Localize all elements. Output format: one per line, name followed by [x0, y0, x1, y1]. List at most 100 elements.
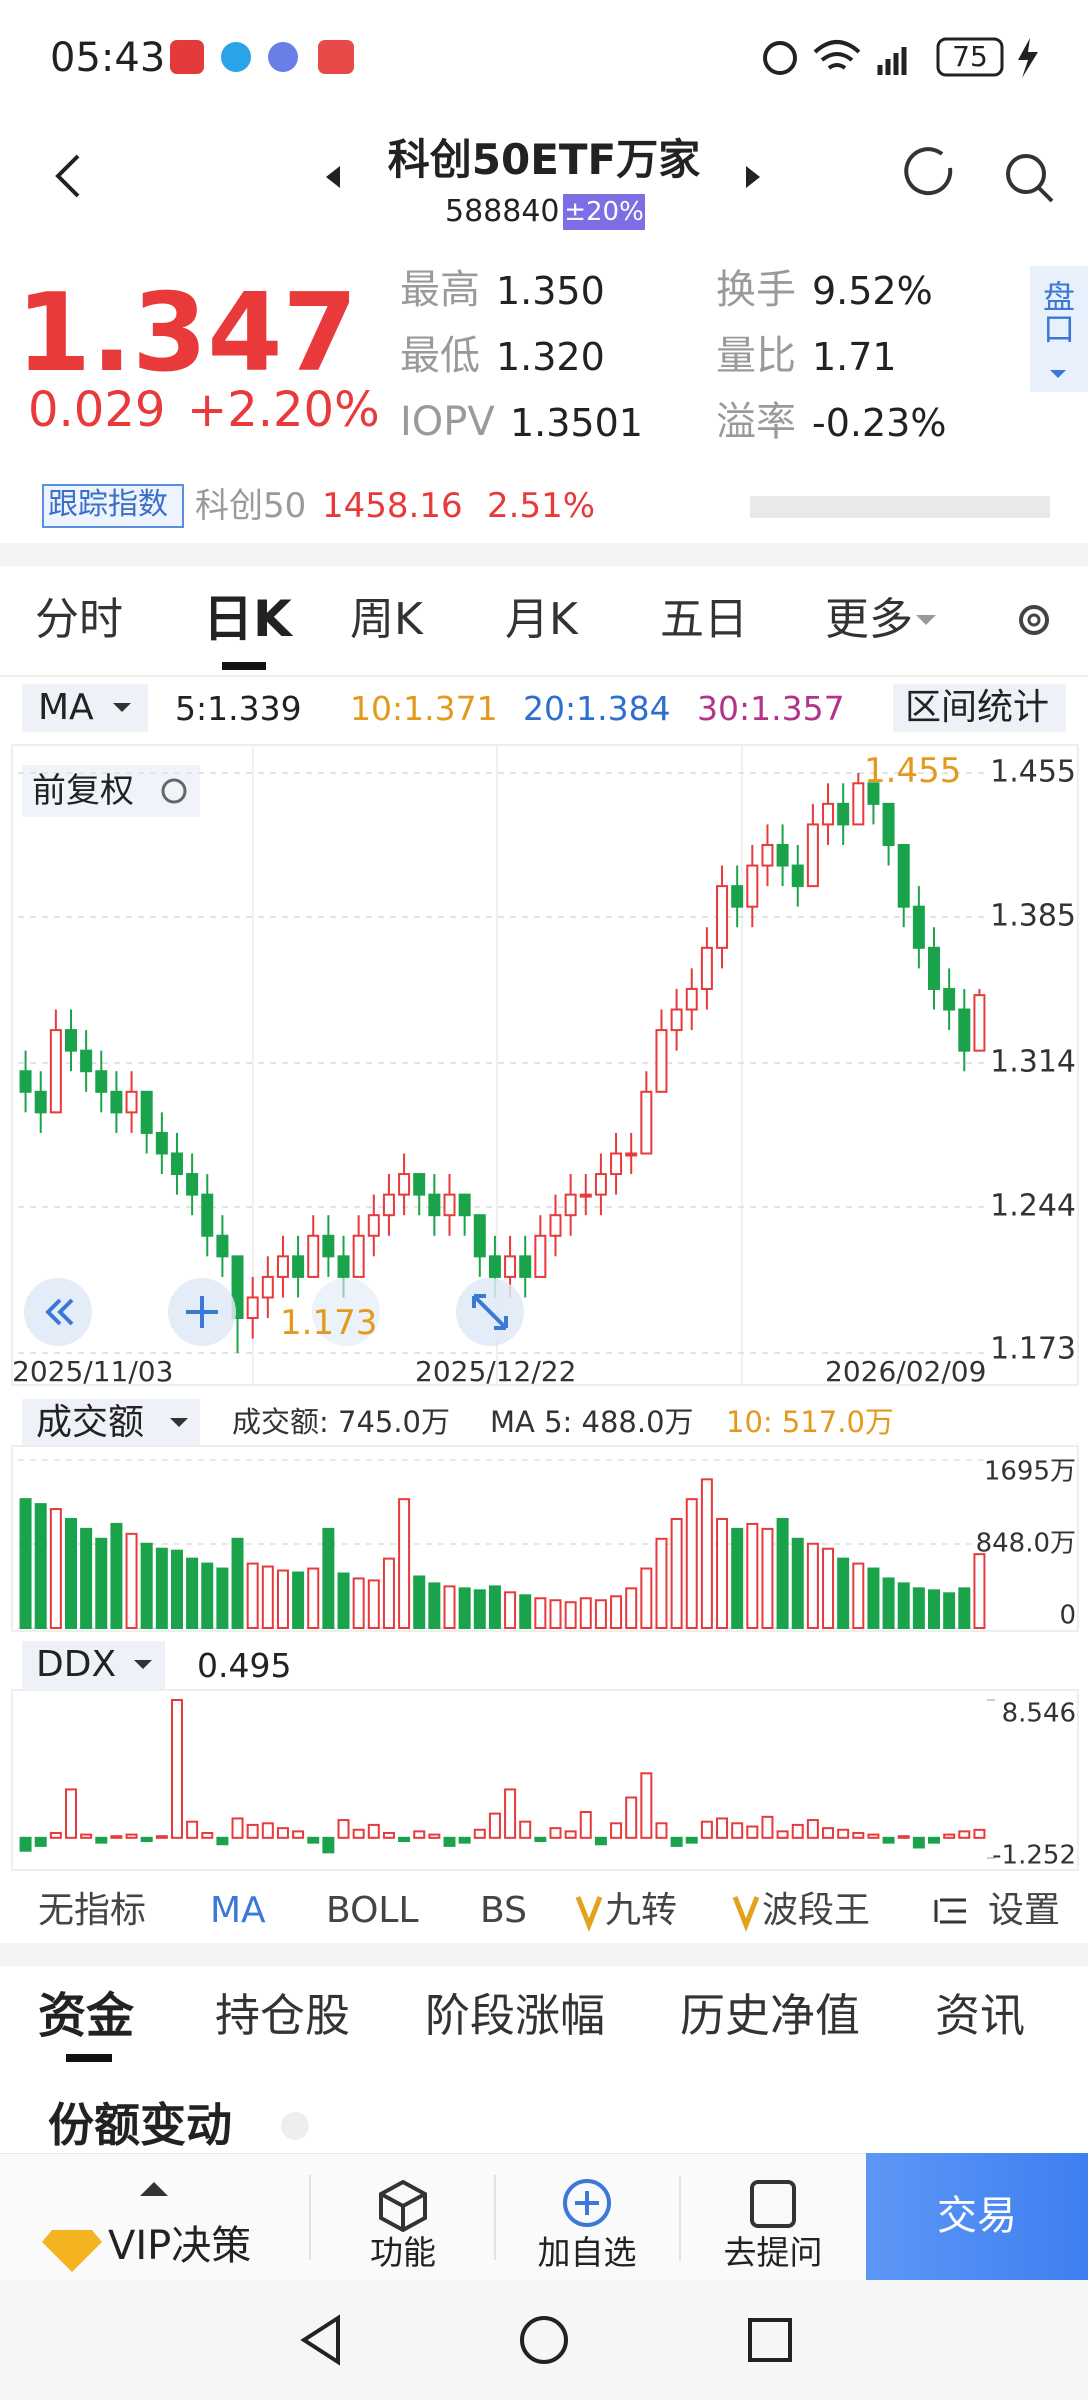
- tab[interactable]: 分时: [35, 594, 123, 645]
- next-icon[interactable]: [746, 166, 760, 188]
- select-caret: [113, 703, 131, 712]
- volume-bar: [594, 1599, 607, 1630]
- indicator-active[interactable]: MA: [210, 1890, 266, 1931]
- bottom-tab[interactable]: 资讯: [935, 1989, 1026, 2042]
- ddx-bar: [685, 1836, 698, 1844]
- stat-label: 量比: [716, 333, 796, 379]
- range-stat-button[interactable]: [893, 684, 1066, 732]
- tab[interactable]: 周K: [350, 594, 423, 645]
- volume-info: MA 5: 488.0万: [490, 1405, 694, 1439]
- bottom-tab-active[interactable]: 资金: [38, 1988, 135, 2044]
- v-icon: [575, 1896, 603, 1932]
- volume-select[interactable]: [22, 1399, 200, 1447]
- search-icon[interactable]: [1006, 154, 1046, 194]
- trade-text[interactable]: 交易: [937, 2193, 1017, 2239]
- refresh-icon[interactable]: [904, 147, 953, 196]
- tab[interactable]: 月K: [505, 594, 578, 645]
- candle-body: [655, 1029, 668, 1093]
- high-label: 1.455: [864, 751, 962, 791]
- zoom-out-button[interactable]: [312, 1278, 380, 1346]
- toolbar-item[interactable]: VIP决策: [108, 2223, 252, 2269]
- ddx-bar: [625, 1796, 638, 1839]
- candle-body: [458, 1193, 471, 1217]
- back-icon[interactable]: [55, 154, 80, 198]
- alarm-icon: [763, 41, 797, 75]
- adjust-badge-text[interactable]: 前复权: [32, 771, 134, 811]
- candle-body: [307, 1234, 320, 1278]
- toolbar-item[interactable]: 功能: [370, 2233, 436, 2272]
- ddx-bar: [867, 1833, 880, 1839]
- expand-caret[interactable]: [140, 2182, 168, 2196]
- ddx-bar: [761, 1815, 774, 1839]
- stat-label: 最高: [400, 267, 480, 313]
- volume-bar: [473, 1589, 486, 1630]
- tab[interactable]: 更多: [825, 594, 913, 645]
- ddx-bar: [352, 1828, 365, 1839]
- status-time: 05:43: [50, 35, 166, 81]
- volume-bar: [943, 1592, 956, 1629]
- side-caret: [1050, 370, 1066, 378]
- ddx-bar: [186, 1820, 199, 1839]
- ma-select-text[interactable]: MA: [38, 687, 94, 728]
- candle-body: [731, 885, 744, 908]
- candle-body: [125, 1090, 138, 1114]
- tab[interactable]: 五日: [660, 594, 748, 645]
- candle-body: [716, 885, 729, 949]
- ddx-select-text[interactable]: DDX: [36, 1644, 117, 1685]
- volume-bar: [534, 1597, 547, 1630]
- side-tab-text[interactable]: 盘口: [1038, 280, 1076, 344]
- ma-select[interactable]: [22, 684, 148, 732]
- ddx-bar: [731, 1822, 744, 1839]
- indicator-settings[interactable]: 设置: [988, 1890, 1061, 1931]
- tab-active[interactable]: 日K: [203, 590, 292, 648]
- volume-bar: [216, 1567, 229, 1630]
- volume-bar: [367, 1579, 380, 1630]
- volume-bar: [625, 1587, 638, 1630]
- bottom-tab[interactable]: 持仓股: [215, 1989, 351, 2042]
- settings-icon[interactable]: [1019, 605, 1049, 635]
- vip-icon: [42, 2230, 102, 2272]
- toolbar-item[interactable]: 加自选: [537, 2233, 637, 2272]
- stat-value: 9.52%: [812, 269, 933, 313]
- adjust-badge[interactable]: [22, 765, 200, 817]
- ddx-bar: [382, 1831, 395, 1839]
- indicator[interactable]: 波段王: [762, 1890, 871, 1931]
- range-stat-text[interactable]: 区间统计: [905, 687, 1050, 728]
- y-tick-label: -1.252: [992, 1841, 1076, 1871]
- toolbar-item[interactable]: 去提问: [723, 2233, 823, 2272]
- indicator[interactable]: 九转: [605, 1890, 678, 1931]
- volume-bar: [80, 1527, 93, 1630]
- bottom-tab[interactable]: 历史净值: [680, 1989, 861, 2042]
- bottom-tab[interactable]: 阶段涨幅: [425, 1989, 606, 2042]
- more-caret: [916, 615, 936, 625]
- indicator[interactable]: 无指标: [38, 1890, 147, 1931]
- nav-home[interactable]: [520, 2316, 568, 2364]
- candle-body: [443, 1193, 456, 1217]
- nav-recent[interactable]: [748, 2318, 792, 2362]
- prev-icon[interactable]: [326, 166, 340, 188]
- indicator[interactable]: BS: [480, 1890, 527, 1931]
- volume-select-text[interactable]: 成交额: [36, 1402, 145, 1443]
- ddx-bar: [534, 1836, 547, 1843]
- candle-body: [216, 1234, 229, 1258]
- plots: 1.455 1.385 1.314 1.244 1.173 1695万 848.0万 0 8.5…: [18, 755, 1076, 1871]
- app-icon: [318, 40, 354, 74]
- indicator[interactable]: BOLL: [326, 1890, 419, 1931]
- trade-button[interactable]: [866, 2153, 1088, 2280]
- volume-bar: [822, 1547, 835, 1630]
- volume-bar: [246, 1562, 259, 1629]
- nav-back[interactable]: [300, 2314, 340, 2366]
- volume-bar: [19, 1498, 32, 1629]
- limit-badge: [563, 194, 645, 230]
- fund-title: 科创50ETF万家: [387, 135, 701, 184]
- section-title: 份额变动: [48, 2098, 232, 2152]
- ddx-bar: [594, 1836, 607, 1846]
- volume-bar: [519, 1594, 532, 1629]
- ddx-bar: [34, 1836, 47, 1847]
- volume-bar: [716, 1517, 729, 1630]
- info-icon[interactable]: [281, 2112, 309, 2140]
- volume-bar: [231, 1537, 244, 1630]
- candle-body: [761, 843, 774, 867]
- zoom-in-icon: [186, 1296, 218, 1328]
